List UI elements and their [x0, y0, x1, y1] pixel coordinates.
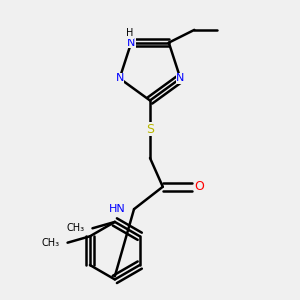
Text: CH₃: CH₃	[41, 238, 60, 248]
Text: CH₃: CH₃	[66, 223, 85, 233]
Text: O: O	[195, 180, 205, 193]
Text: N: N	[176, 74, 184, 83]
Text: S: S	[146, 123, 154, 136]
Text: H: H	[126, 28, 133, 38]
Text: N: N	[127, 38, 135, 48]
Text: N: N	[116, 74, 124, 83]
Text: HN: HN	[109, 204, 126, 214]
